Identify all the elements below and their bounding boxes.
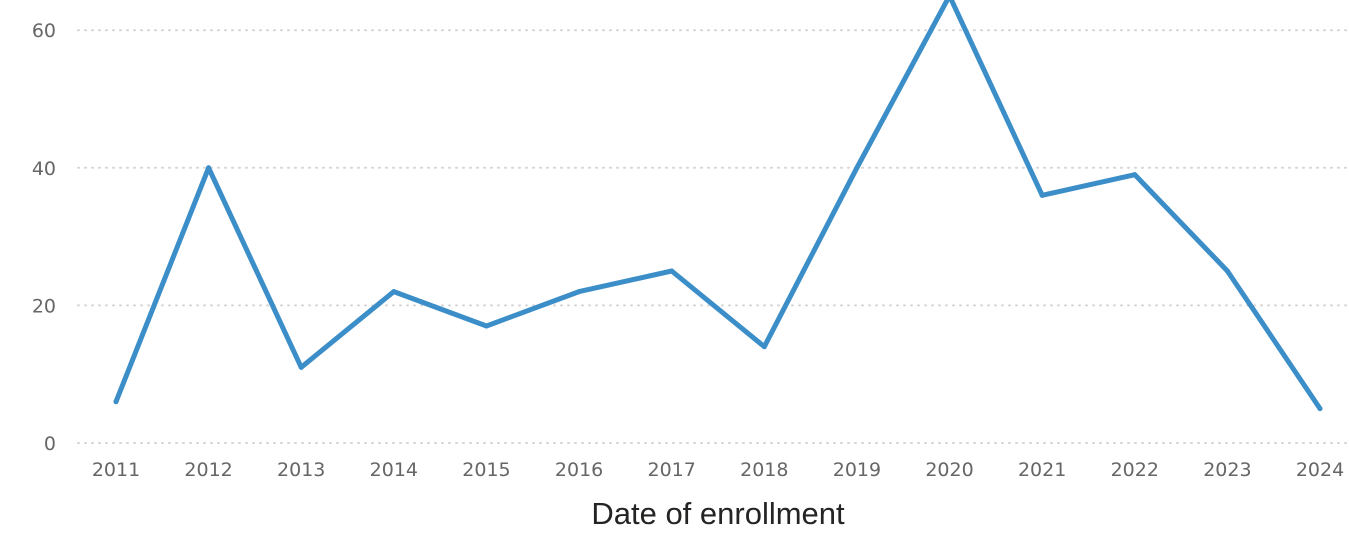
x-tick-label: 2024 [1296,459,1344,481]
data-point [576,289,582,295]
data-point [391,289,397,295]
data-point [483,323,489,329]
y-tick-label: 60 [32,20,56,42]
data-point [669,268,675,274]
series-line [113,0,1323,412]
y-tick-label: 20 [32,295,56,317]
series-layer [113,0,1323,412]
x-tick-label: 2023 [1203,459,1251,481]
x-tick-label: 2022 [1111,459,1159,481]
y-axis-ticks: 0 20 40 60 [32,20,56,455]
x-axis-ticks: 2011 2012 2013 2014 2015 2016 2017 2018 2019 2020… [92,459,1344,481]
y-tick-label: 0 [44,433,56,455]
y-tick-label: 40 [32,158,56,180]
data-point [854,165,860,171]
data-point [113,399,119,405]
x-tick-label: 2020 [925,459,973,481]
x-tick-label: 2019 [833,459,881,481]
data-point [1317,406,1323,412]
x-tick-label: 2012 [184,459,232,481]
x-tick-label: 2014 [370,459,418,481]
x-axis-title: Date of enrollment [591,496,845,531]
data-point [1224,268,1230,274]
gridlines [77,29,1349,444]
x-tick-label: 2013 [277,459,325,481]
data-point [1039,192,1045,198]
data-point [298,364,304,370]
data-point [761,344,767,350]
x-tick-label: 2016 [555,459,603,481]
x-tick-label: 2015 [462,459,510,481]
x-tick-label: 2021 [1018,459,1066,481]
x-tick-label: 2011 [92,459,140,481]
data-point [1132,172,1138,178]
x-tick-label: 2017 [648,459,696,481]
data-point [206,165,212,171]
x-tick-label: 2018 [740,459,788,481]
